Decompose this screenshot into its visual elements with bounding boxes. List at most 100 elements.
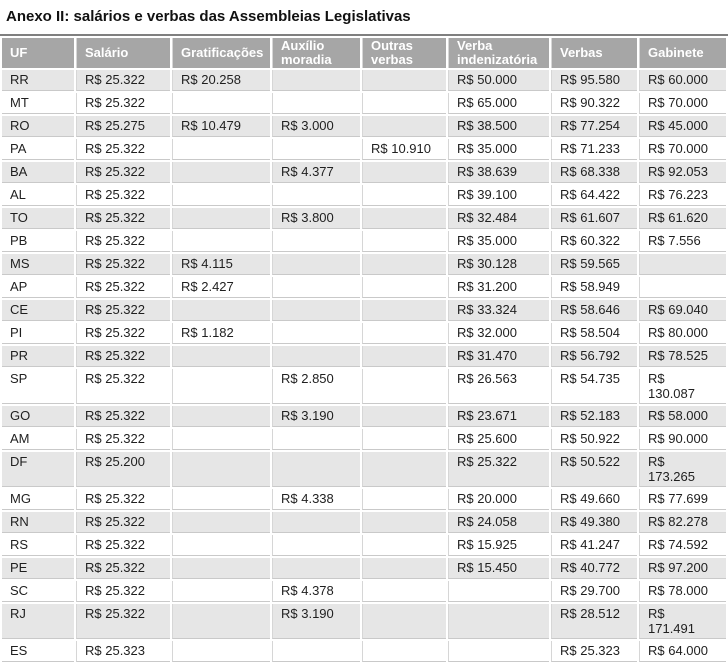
cell-uf: MT xyxy=(2,93,74,114)
table-row-PA: PA R$ 25.322 R$ 10.910 R$ 35.000 R$ 71.2… xyxy=(2,139,726,160)
cell-gabinete: R$ 92.053 xyxy=(639,162,726,183)
cell-outras-verbas xyxy=(362,535,446,556)
cell-auxilio-moradia xyxy=(272,535,360,556)
cell-uf: GO xyxy=(2,406,74,427)
table-row-ES: ES R$ 25.323 R$ 25.323 R$ 64.000 xyxy=(2,641,726,662)
table-row-DF: DF R$ 25.200 R$ 25.322 R$ 50.522 R$ 173.… xyxy=(2,452,726,487)
cell-gratificacoes xyxy=(172,208,270,229)
cell-outras-verbas xyxy=(362,323,446,344)
cell-salario: R$ 25.322 xyxy=(76,277,170,298)
cell-gabinete: R$ 80.000 xyxy=(639,323,726,344)
table-row-RJ: RJ R$ 25.322 R$ 3.190 R$ 28.512 R$ 171.4… xyxy=(2,604,726,639)
cell-verba-indenizatoria: R$ 31.470 xyxy=(448,346,549,367)
cell-auxilio-moradia xyxy=(272,70,360,91)
cell-verba-indenizatoria xyxy=(448,641,549,662)
cell-verba-indenizatoria: R$ 15.450 xyxy=(448,558,549,579)
cell-gratificacoes xyxy=(172,429,270,450)
cell-outras-verbas xyxy=(362,162,446,183)
cell-uf: AP xyxy=(2,277,74,298)
cell-verbas: R$ 49.660 xyxy=(551,489,637,510)
cell-verba-indenizatoria: R$ 38.639 xyxy=(448,162,549,183)
cell-salario: R$ 25.322 xyxy=(76,406,170,427)
cell-gabinete: R$ 60.000 xyxy=(639,70,726,91)
cell-verbas: R$ 49.380 xyxy=(551,512,637,533)
cell-auxilio-moradia: R$ 4.338 xyxy=(272,489,360,510)
cell-auxilio-moradia xyxy=(272,429,360,450)
cell-salario: R$ 25.322 xyxy=(76,369,170,404)
cell-verba-indenizatoria: R$ 33.324 xyxy=(448,300,549,321)
cell-gratificacoes xyxy=(172,512,270,533)
table-row-PE: PE R$ 25.322 R$ 15.450 R$ 40.772 R$ 97.2… xyxy=(2,558,726,579)
cell-salario: R$ 25.322 xyxy=(76,93,170,114)
cell-verbas: R$ 58.646 xyxy=(551,300,637,321)
cell-gabinete: R$ 171.491 xyxy=(639,604,726,639)
cell-gratificacoes xyxy=(172,346,270,367)
column-header-gratificacoes: Gratificações xyxy=(172,38,270,68)
table-row-MG: MG R$ 25.322 R$ 4.338 R$ 20.000 R$ 49.66… xyxy=(2,489,726,510)
cell-salario: R$ 25.322 xyxy=(76,489,170,510)
cell-gratificacoes xyxy=(172,452,270,487)
column-header-auxilio_moradia: Auxílio moradia xyxy=(272,38,360,68)
cell-outras-verbas xyxy=(362,452,446,487)
cell-gabinete: R$ 7.556 xyxy=(639,231,726,252)
cell-gratificacoes xyxy=(172,369,270,404)
cell-uf: PE xyxy=(2,558,74,579)
cell-gabinete: R$ 70.000 xyxy=(639,139,726,160)
cell-auxilio-moradia xyxy=(272,93,360,114)
cell-auxilio-moradia: R$ 4.377 xyxy=(272,162,360,183)
table-row-AL: AL R$ 25.322 R$ 39.100 R$ 64.422 R$ 76.2… xyxy=(2,185,726,206)
table-row-RN: RN R$ 25.322 R$ 24.058 R$ 49.380 R$ 82.2… xyxy=(2,512,726,533)
cell-salario: R$ 25.322 xyxy=(76,604,170,639)
table-row-RS: RS R$ 25.322 R$ 15.925 R$ 41.247 R$ 74.5… xyxy=(2,535,726,556)
cell-auxilio-moradia: R$ 3.800 xyxy=(272,208,360,229)
cell-verba-indenizatoria: R$ 32.484 xyxy=(448,208,549,229)
cell-verbas: R$ 56.792 xyxy=(551,346,637,367)
cell-outras-verbas xyxy=(362,489,446,510)
cell-gratificacoes xyxy=(172,300,270,321)
cell-auxilio-moradia xyxy=(272,641,360,662)
table-head: UF Salário Gratificações Auxílio moradia Out… xyxy=(2,38,726,68)
cell-gabinete: R$ 74.592 xyxy=(639,535,726,556)
cell-verbas: R$ 50.522 xyxy=(551,452,637,487)
cell-verba-indenizatoria: R$ 23.671 xyxy=(448,406,549,427)
cell-salario: R$ 25.322 xyxy=(76,208,170,229)
cell-gratificacoes xyxy=(172,489,270,510)
cell-gabinete: R$ 45.000 xyxy=(639,116,726,137)
cell-outras-verbas xyxy=(362,116,446,137)
cell-verbas: R$ 90.322 xyxy=(551,93,637,114)
cell-verba-indenizatoria: R$ 38.500 xyxy=(448,116,549,137)
cell-gratificacoes xyxy=(172,581,270,602)
table-row-MS: MS R$ 25.322 R$ 4.115 R$ 30.128 R$ 59.56… xyxy=(2,254,726,275)
cell-gabinete xyxy=(639,277,726,298)
cell-verbas: R$ 58.949 xyxy=(551,277,637,298)
cell-gabinete: R$ 130.087 xyxy=(639,369,726,404)
cell-verbas: R$ 40.772 xyxy=(551,558,637,579)
cell-gabinete: R$ 70.000 xyxy=(639,93,726,114)
cell-uf: CE xyxy=(2,300,74,321)
cell-uf: RR xyxy=(2,70,74,91)
cell-uf: DF xyxy=(2,452,74,487)
cell-outras-verbas xyxy=(362,231,446,252)
column-header-uf: UF xyxy=(2,38,74,68)
cell-outras-verbas xyxy=(362,369,446,404)
cell-gratificacoes xyxy=(172,231,270,252)
cell-verba-indenizatoria: R$ 26.563 xyxy=(448,369,549,404)
cell-auxilio-moradia: R$ 2.850 xyxy=(272,369,360,404)
cell-outras-verbas xyxy=(362,406,446,427)
cell-gratificacoes xyxy=(172,535,270,556)
cell-uf: PB xyxy=(2,231,74,252)
cell-gabinete: R$ 78.000 xyxy=(639,581,726,602)
cell-salario: R$ 25.322 xyxy=(76,512,170,533)
cell-verbas: R$ 50.922 xyxy=(551,429,637,450)
cell-gratificacoes xyxy=(172,185,270,206)
cell-gabinete: R$ 69.040 xyxy=(639,300,726,321)
cell-uf: ES xyxy=(2,641,74,662)
cell-verba-indenizatoria: R$ 32.000 xyxy=(448,323,549,344)
cell-auxilio-moradia xyxy=(272,558,360,579)
cell-outras-verbas xyxy=(362,558,446,579)
cell-outras-verbas xyxy=(362,277,446,298)
table-row-MT: MT R$ 25.322 R$ 65.000 R$ 90.322 R$ 70.0… xyxy=(2,93,726,114)
cell-outras-verbas xyxy=(362,254,446,275)
table-row-BA: BA R$ 25.322 R$ 4.377 R$ 38.639 R$ 68.33… xyxy=(2,162,726,183)
cell-gratificacoes: R$ 1.182 xyxy=(172,323,270,344)
